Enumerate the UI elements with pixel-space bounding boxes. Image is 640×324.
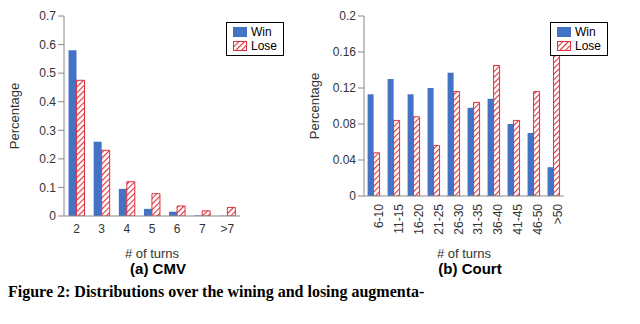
svg-text:7: 7 — [199, 222, 206, 236]
svg-text:31-35: 31-35 — [472, 204, 486, 235]
svg-text:16-20: 16-20 — [412, 204, 426, 235]
svg-text:11-15: 11-15 — [392, 204, 406, 234]
svg-text:2: 2 — [73, 222, 80, 236]
svg-text:36-40: 36-40 — [491, 204, 505, 235]
svg-text:0.12: 0.12 — [333, 81, 357, 95]
svg-text:0.7: 0.7 — [39, 9, 56, 23]
svg-text:41-45: 41-45 — [511, 204, 525, 235]
svg-text:5: 5 — [149, 222, 156, 236]
svg-text:0.4: 0.4 — [39, 95, 56, 109]
svg-text:0.16: 0.16 — [333, 45, 357, 59]
html-text:Win: Win — [251, 25, 272, 39]
svg-text:6-10: 6-10 — [372, 204, 386, 228]
svg-text:26-30: 26-30 — [452, 204, 466, 235]
svg-text:Percentage: Percentage — [8, 83, 22, 150]
svg-text:6: 6 — [174, 222, 181, 236]
svg-text:0.5: 0.5 — [39, 66, 56, 80]
svg-text:4: 4 — [124, 222, 131, 236]
svg-text:3: 3 — [98, 222, 105, 236]
html-text:Figure 2: Distributions over t: Figure 2: Distributions over the wining … — [8, 283, 425, 300]
html-text:Lose: Lose — [251, 39, 277, 53]
html-text:(a) CMV: (a) CMV — [130, 260, 186, 277]
svg-text:0.6: 0.6 — [39, 38, 56, 52]
svg-text:0.3: 0.3 — [39, 124, 56, 138]
html-text:(b) Court: (b) Court — [438, 260, 502, 277]
svg-text:# of turns: # of turns — [437, 246, 492, 258]
svg-text:0: 0 — [349, 189, 356, 203]
svg-text:0.1: 0.1 — [39, 181, 56, 195]
svg-text:>50: >50 — [551, 204, 565, 225]
svg-text:0.08: 0.08 — [333, 117, 357, 131]
svg-text:0: 0 — [49, 209, 56, 223]
html-text:Win: Win — [575, 25, 596, 39]
svg-text:0.2: 0.2 — [39, 152, 56, 166]
svg-text:46-50: 46-50 — [531, 204, 545, 235]
svg-text:Percentage: Percentage — [308, 73, 322, 140]
svg-text:0.04: 0.04 — [333, 153, 357, 167]
svg-text:>7: >7 — [221, 222, 235, 236]
html-text:Lose: Lose — [575, 39, 601, 53]
svg-text:0.2: 0.2 — [339, 9, 356, 23]
svg-text:21-25: 21-25 — [432, 204, 446, 235]
svg-text:# of turns: # of turns — [125, 246, 180, 258]
